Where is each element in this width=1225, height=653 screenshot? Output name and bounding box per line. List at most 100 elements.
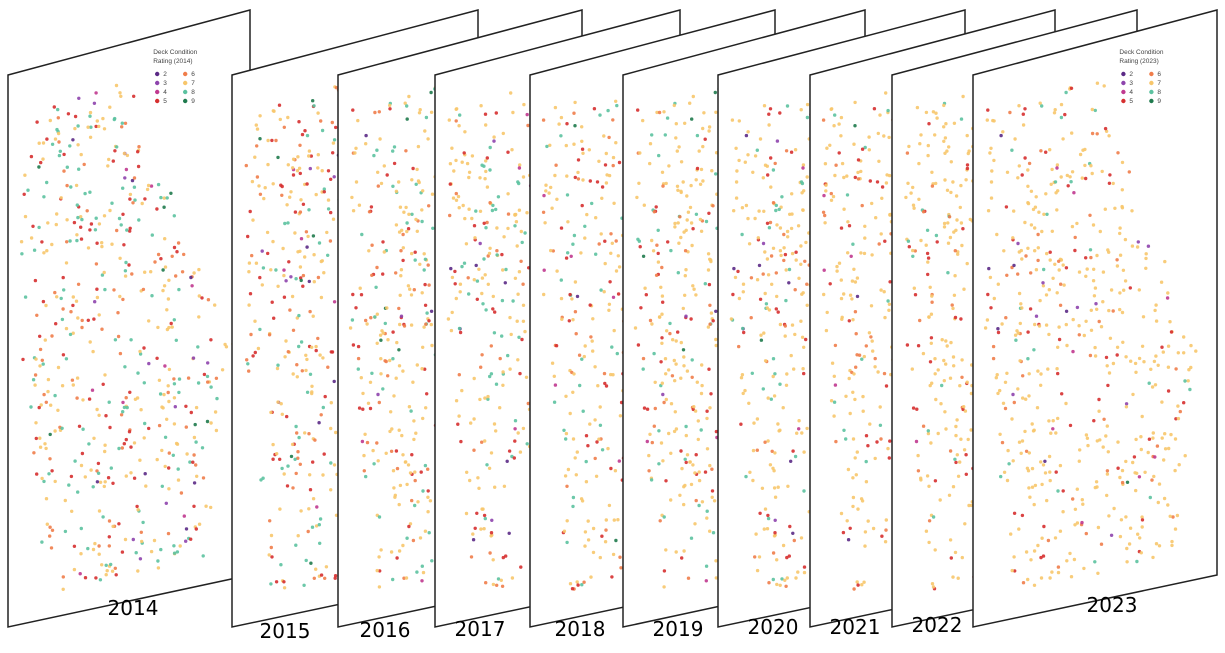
bridge-dot: [164, 265, 167, 268]
bridge-dot: [177, 478, 180, 481]
bridge-dot: [55, 223, 58, 226]
bridge-dot: [1060, 116, 1063, 119]
bridge-dot: [308, 280, 311, 283]
bridge-dot: [1140, 551, 1143, 554]
bridge-dot: [332, 218, 335, 221]
bridge-dot: [386, 374, 389, 377]
bridge-dot: [576, 171, 579, 174]
bridge-dot: [593, 365, 596, 368]
bridge-dot: [62, 575, 65, 578]
bridge-dot: [140, 540, 143, 543]
bridge-dot: [175, 250, 178, 253]
bridge-dot: [802, 346, 805, 349]
bridge-dot: [1108, 371, 1111, 374]
bridge-dot: [950, 556, 953, 559]
bridge-dot: [613, 329, 616, 332]
bridge-dot: [588, 148, 591, 151]
bridge-dot: [122, 243, 125, 246]
bridge-dot: [221, 368, 224, 371]
bridge-dot: [405, 221, 408, 224]
bridge-dot: [56, 108, 59, 111]
bridge-dot: [365, 322, 368, 325]
bridge-dot: [56, 409, 59, 412]
bridge-dot: [709, 392, 712, 395]
bridge-dot: [660, 336, 663, 339]
bridge-dot: [516, 358, 519, 361]
bridge-dot: [608, 280, 611, 283]
bridge-dot: [1174, 367, 1177, 370]
bridge-dot: [410, 213, 413, 216]
bridge-dot: [107, 158, 110, 161]
bridge-dot: [129, 338, 132, 341]
bridge-dot: [483, 439, 486, 442]
bridge-dot: [296, 155, 299, 158]
bridge-dot: [127, 263, 130, 266]
bridge-dot: [772, 375, 775, 378]
bridge-dot: [414, 251, 417, 254]
bridge-dot: [74, 115, 77, 118]
bridge-dot: [67, 483, 70, 486]
bridge-dot: [296, 450, 299, 453]
bridge-dot: [1177, 351, 1180, 354]
bridge-dot: [969, 218, 972, 221]
bridge-dot: [710, 468, 713, 471]
bridge-dot: [33, 383, 36, 386]
bridge-dot: [931, 184, 934, 187]
bridge-dot: [151, 233, 154, 236]
bridge-dot: [75, 233, 78, 236]
bridge-dot: [966, 262, 969, 265]
bridge-dot: [787, 281, 790, 284]
bridge-dot: [99, 578, 102, 581]
bridge-dot: [93, 300, 96, 303]
bridge-dot: [194, 423, 197, 426]
bridge-dot: [601, 185, 604, 188]
bridge-dot: [693, 471, 696, 474]
bridge-dot: [800, 108, 803, 111]
bridge-dot: [952, 364, 955, 367]
bridge-dot: [766, 514, 769, 517]
bridge-dot: [173, 396, 176, 399]
bridge-dot: [777, 429, 780, 432]
bridge-dot: [1021, 173, 1024, 176]
bridge-dot: [259, 193, 262, 196]
bridge-dot: [674, 410, 677, 413]
bridge-dot: [478, 176, 481, 179]
bridge-dot: [663, 515, 666, 518]
bridge-dot: [848, 224, 851, 227]
bridge-dot: [117, 522, 120, 525]
bridge-dot: [700, 363, 703, 366]
bridge-dot: [1011, 393, 1014, 396]
bridge-dot: [888, 456, 891, 459]
bridge-dot: [1036, 233, 1039, 236]
bridge-dot: [283, 355, 286, 358]
bridge-dot: [118, 257, 121, 260]
bridge-dot: [48, 526, 51, 529]
bridge-dot: [522, 103, 525, 106]
bridge-dot: [418, 263, 421, 266]
bridge-dot: [390, 450, 393, 453]
bridge-dot: [1153, 309, 1156, 312]
bridge-dot: [125, 396, 128, 399]
bridge-dot: [919, 239, 922, 242]
bridge-dot: [395, 223, 398, 226]
bridge-dot: [1040, 537, 1043, 540]
bridge-dot: [329, 211, 332, 214]
bridge-dot: [414, 218, 417, 221]
bridge-dot: [572, 496, 575, 499]
bridge-dot: [35, 472, 38, 475]
bridge-dot: [473, 278, 476, 281]
bridge-dot: [251, 180, 254, 183]
bridge-dot: [861, 148, 864, 151]
bridge-dot: [642, 357, 645, 360]
bridge-dot: [427, 204, 430, 207]
bridge-dot: [595, 440, 598, 443]
bridge-dot: [306, 235, 309, 238]
bridge-dot: [525, 376, 528, 379]
bridge-dot: [412, 438, 415, 441]
bridge-dot: [1097, 398, 1100, 401]
bridge-dot: [679, 449, 682, 452]
year-label: 2015: [260, 619, 311, 643]
bridge-dot: [834, 344, 837, 347]
bridge-dot: [954, 434, 957, 437]
bridge-dot: [506, 460, 509, 463]
